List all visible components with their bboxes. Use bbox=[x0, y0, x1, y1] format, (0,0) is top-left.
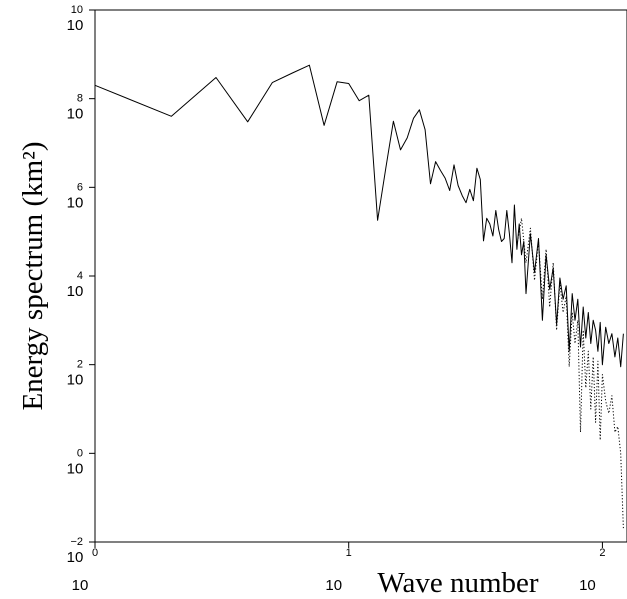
x-tick-label-exponent: 1 bbox=[346, 547, 352, 559]
y-tick-label-exponent: 0 bbox=[77, 447, 83, 459]
y-axis-title: Energy spectrum (km²) bbox=[17, 141, 49, 410]
y-tick-label-exponent: 10 bbox=[71, 4, 83, 16]
y-tick-label-exponent: 4 bbox=[77, 270, 83, 282]
y-tick-label-base: 10 bbox=[67, 460, 84, 477]
y-tick-label-base: 10 bbox=[67, 549, 84, 566]
series-layer bbox=[94, 64, 624, 529]
plot-frame bbox=[94, 9, 627, 543]
x-tick-label-base: 10 bbox=[579, 577, 596, 594]
series-line-solid bbox=[94, 64, 624, 368]
series-line-dotted bbox=[516, 217, 624, 529]
y-tick-label-exponent: 6 bbox=[77, 181, 83, 193]
x-axis-title: Wave number bbox=[377, 567, 538, 599]
x-tick-label-exponent: 0 bbox=[92, 547, 98, 559]
y-tick-label-exponent: −2 bbox=[70, 536, 83, 548]
y-tick-label-exponent: 2 bbox=[77, 359, 83, 371]
y-tick-label-base: 10 bbox=[67, 283, 84, 300]
x-axis-ticks: 10 0 10 1 10 2 bbox=[72, 542, 605, 594]
y-tick-label-base: 10 bbox=[67, 372, 84, 389]
x-tick-label-exponent: 2 bbox=[599, 547, 605, 559]
y-tick-label-base: 10 bbox=[67, 17, 84, 34]
x-tick-label-base: 10 bbox=[325, 577, 342, 594]
y-tick-label-base: 10 bbox=[67, 194, 84, 211]
x-tick-label-base: 10 bbox=[72, 577, 89, 594]
y-tick-label-base: 10 bbox=[67, 106, 84, 123]
y-tick-label-exponent: 8 bbox=[77, 93, 83, 105]
